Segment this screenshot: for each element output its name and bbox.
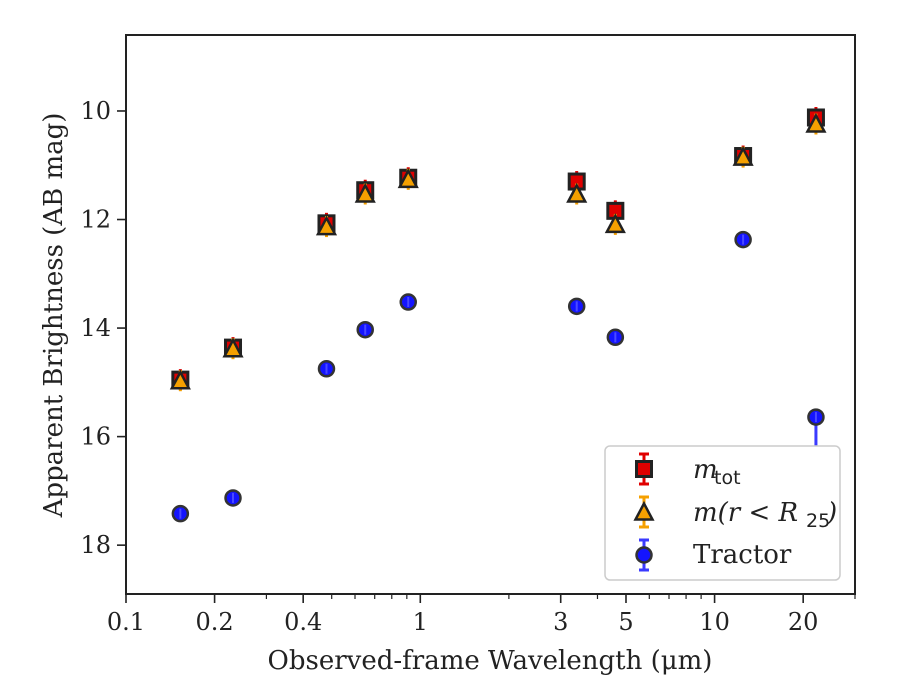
legend-label-mr-sub: 25 bbox=[806, 510, 830, 532]
y-tick-label: 12 bbox=[80, 206, 111, 234]
legend-frame bbox=[604, 445, 841, 581]
x-tick-label: 20 bbox=[788, 608, 819, 636]
data-point-triangle bbox=[315, 215, 338, 236]
y-tick-label: 18 bbox=[80, 531, 111, 559]
series-square bbox=[171, 106, 825, 391]
y-tick-label: 10 bbox=[80, 97, 111, 125]
legend-marker-triangle bbox=[633, 500, 655, 521]
plot-frame bbox=[125, 34, 856, 595]
x-tick-label: 10 bbox=[699, 608, 730, 636]
x-tick-label: 3 bbox=[553, 608, 568, 636]
data-point-triangle bbox=[805, 112, 827, 133]
data-point-triangle bbox=[222, 337, 244, 358]
data-point-triangle bbox=[732, 145, 754, 166]
legend-label-tractor: Tractor bbox=[693, 540, 792, 570]
x-axis-label: Observed-frame Wavelength (μm) bbox=[268, 646, 713, 676]
data-point-triangle bbox=[397, 168, 419, 189]
legend-marker-square bbox=[635, 460, 653, 478]
y-tick-label: 16 bbox=[80, 423, 111, 451]
data-point-triangle bbox=[354, 182, 376, 203]
x-tick-label: 1 bbox=[413, 608, 428, 636]
y-tick-label: 14 bbox=[80, 314, 111, 342]
legend-label-mr: m(r < R bbox=[693, 498, 798, 528]
data-point-triangle bbox=[604, 213, 626, 234]
x-tick-label: 0.1 bbox=[107, 608, 145, 636]
x-tick-label: 5 bbox=[618, 608, 633, 636]
legend-label-mtot: m bbox=[693, 455, 718, 485]
series-triangle bbox=[169, 112, 827, 392]
legend-label-mtot-sub: tot bbox=[714, 467, 741, 489]
legend-label-mr-end: ) bbox=[826, 498, 837, 528]
x-tick-label: 0.4 bbox=[284, 608, 322, 636]
x-axis: 0.1 0.2 0.4 1 3 5 10 20 bbox=[107, 594, 856, 636]
x-tick-label: 0.2 bbox=[196, 608, 234, 636]
data-point-triangle bbox=[169, 369, 191, 390]
legend-marker-circle bbox=[635, 546, 653, 564]
data-point-triangle bbox=[566, 182, 588, 203]
y-axis: 10 12 14 16 18 bbox=[80, 97, 126, 559]
y-axis-label: Apparent Brightness (AB mag) bbox=[39, 113, 69, 519]
